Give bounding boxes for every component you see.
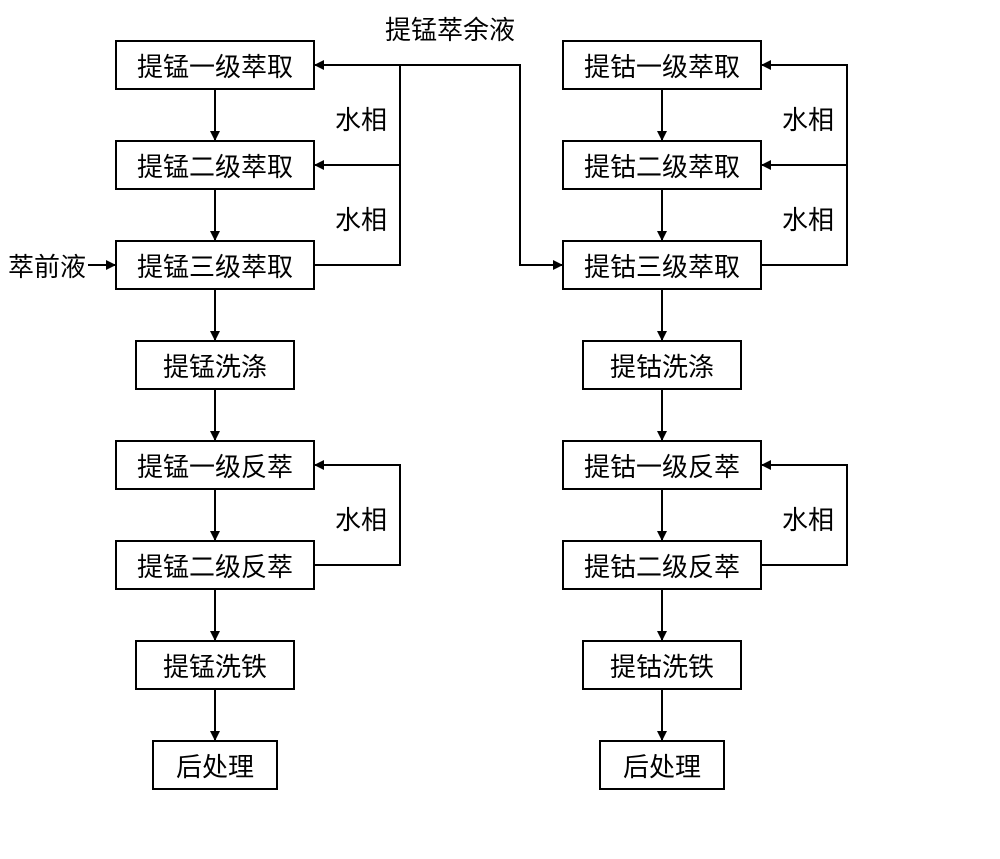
co-extract3-box: 提钴三级萃取	[562, 240, 762, 290]
mn-back1-box: 提锰一级反萃	[115, 440, 315, 490]
aqueous-label-mn2: 水相	[335, 200, 387, 237]
mn-wash-label: 提锰洗涤	[163, 347, 267, 384]
aqueous-label-mn3: 水相	[335, 500, 387, 537]
mn-back2-label: 提锰二级反萃	[137, 547, 293, 584]
aqueous-label-co3: 水相	[782, 500, 834, 537]
co-post-label: 后处理	[623, 747, 701, 784]
aqueous-label-co1: 水相	[782, 100, 834, 137]
co-extract1-box: 提钴一级萃取	[562, 40, 762, 90]
co-wash-box: 提钴洗涤	[582, 340, 742, 390]
mn-wash-box: 提锰洗涤	[135, 340, 295, 390]
mn-post-box: 后处理	[152, 740, 278, 790]
mn-extract1-box: 提锰一级萃取	[115, 40, 315, 90]
co-back2-label: 提钴二级反萃	[584, 547, 740, 584]
mn-extract2-label: 提锰二级萃取	[137, 147, 293, 184]
pre-extract-label: 萃前液	[8, 247, 86, 284]
mn-back2-box: 提锰二级反萃	[115, 540, 315, 590]
mn-extract2-box: 提锰二级萃取	[115, 140, 315, 190]
co-washfe-label: 提钴洗铁	[610, 647, 714, 684]
co-extract2-box: 提钴二级萃取	[562, 140, 762, 190]
co-back1-label: 提钴一级反萃	[584, 447, 740, 484]
mn-raffinate-label: 提锰萃余液	[385, 10, 515, 47]
co-washfe-box: 提钴洗铁	[582, 640, 742, 690]
mn-extract1-label: 提锰一级萃取	[137, 47, 293, 84]
mn-post-label: 后处理	[176, 747, 254, 784]
co-wash-label: 提钴洗涤	[610, 347, 714, 384]
mn-extract3-box: 提锰三级萃取	[115, 240, 315, 290]
mn-extract3-label: 提锰三级萃取	[137, 247, 293, 284]
co-extract2-label: 提钴二级萃取	[584, 147, 740, 184]
co-post-box: 后处理	[599, 740, 725, 790]
co-back2-box: 提钴二级反萃	[562, 540, 762, 590]
co-extract3-label: 提钴三级萃取	[584, 247, 740, 284]
aqueous-label-mn1: 水相	[335, 100, 387, 137]
flowchart-edges	[0, 0, 1000, 859]
mn-back1-label: 提锰一级反萃	[137, 447, 293, 484]
mn-washfe-label: 提锰洗铁	[163, 647, 267, 684]
aqueous-label-co2: 水相	[782, 200, 834, 237]
co-extract1-label: 提钴一级萃取	[584, 47, 740, 84]
co-back1-box: 提钴一级反萃	[562, 440, 762, 490]
mn-washfe-box: 提锰洗铁	[135, 640, 295, 690]
